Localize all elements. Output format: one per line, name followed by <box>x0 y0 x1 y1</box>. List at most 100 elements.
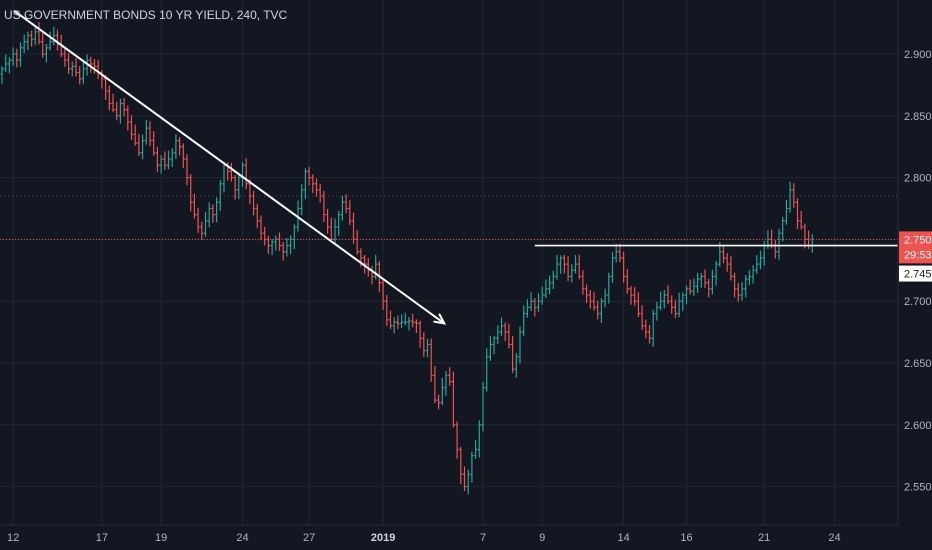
ohlc-bar <box>300 184 304 216</box>
x-tick-label: 21 <box>758 532 770 544</box>
ohlc-bar <box>11 47 15 66</box>
time-axis[interactable]: 12 17 19 24 27 2019 7 9 14 16 21 24 <box>0 524 898 544</box>
ohlc-bar <box>92 58 97 74</box>
ohlc-bar <box>673 299 677 319</box>
ohlc-bar <box>670 295 674 314</box>
ohlc-bar <box>396 315 400 330</box>
ohlc-bar <box>740 282 744 301</box>
ohlc-bar <box>459 447 463 485</box>
ohlc-bar <box>688 279 692 295</box>
ohlc-bar <box>133 124 137 146</box>
trendline <box>13 9 445 325</box>
ohlc-bar <box>581 270 585 295</box>
ohlc-bar <box>751 265 755 284</box>
ohlc-bar <box>15 48 19 68</box>
ohlc-bar <box>307 166 311 186</box>
grid-lines <box>0 0 898 525</box>
ohlc-bar <box>555 254 559 280</box>
ohlc-bar <box>403 312 407 326</box>
ohlc-bar <box>70 61 74 77</box>
ohlc-bar <box>518 326 522 364</box>
ohlc-bar <box>599 298 603 323</box>
y-tick-label: 2.800 <box>904 173 932 185</box>
price-bars <box>0 22 814 495</box>
ohlc-bar <box>30 30 34 47</box>
ohlc-bar <box>433 366 437 404</box>
y-tick-label: 2.900 <box>904 49 932 61</box>
ohlc-bar <box>437 394 441 410</box>
ohlc-bar <box>659 291 663 311</box>
x-tick-label: 27 <box>303 532 315 544</box>
ohlc-bar <box>692 278 696 296</box>
ohlc-bar <box>255 203 259 229</box>
ohlc-bar <box>721 244 726 264</box>
ohlc-bar <box>533 298 537 317</box>
ohlc-bar <box>640 305 644 330</box>
ohlc-bar <box>233 175 237 200</box>
ohlc-bar <box>655 302 659 321</box>
ohlc-bar <box>725 253 729 272</box>
ohlc-bar <box>703 269 707 289</box>
ohlc-bar <box>540 286 544 305</box>
ohlc-bar <box>22 34 26 54</box>
ohlc-bar <box>455 421 459 459</box>
ohlc-bar <box>326 208 330 234</box>
ohlc-bar <box>448 367 452 386</box>
ohlc-bar <box>677 292 681 318</box>
ohlc-bar <box>0 66 4 84</box>
ohlc-bar <box>747 270 751 285</box>
ohlc-bar <box>400 314 404 329</box>
ohlc-bar <box>681 292 685 312</box>
ohlc-bar <box>155 147 159 172</box>
ohlc-bar <box>777 228 781 260</box>
ohlc-bar <box>662 289 666 309</box>
ohlc-bar <box>470 451 474 483</box>
ohlc-bar <box>303 168 307 200</box>
y-tick-label: 2.550 <box>904 482 932 494</box>
ohlc-bar <box>792 183 796 208</box>
ohlc-bar <box>218 180 222 211</box>
ohlc-bar <box>422 332 426 357</box>
ohlc-bar <box>451 371 455 428</box>
ohlc-bar <box>651 309 655 347</box>
last-price-tag-bg <box>899 231 932 264</box>
ohlc-bar <box>152 131 156 156</box>
ohlc-bar <box>374 254 378 280</box>
ohlc-bar <box>511 335 515 373</box>
ohlc-bar <box>570 263 574 283</box>
ohlc-bar <box>614 243 618 263</box>
ohlc-bar <box>381 278 385 310</box>
ohlc-bar <box>337 211 341 236</box>
ohlc-bar <box>633 287 637 306</box>
ohlc-bar <box>603 288 607 308</box>
ohlc-bar <box>529 292 533 311</box>
ohlc-bar <box>248 179 252 205</box>
ohlc-bar <box>52 26 56 46</box>
ohlc-bar <box>411 313 415 328</box>
ohlc-bar <box>699 272 703 288</box>
ohlc-bar <box>107 85 111 111</box>
ohlc-bar <box>170 148 174 167</box>
level-price-tag: 2.745 <box>899 265 932 282</box>
ohlc-bar <box>781 216 785 242</box>
trendline-arrowhead <box>433 313 447 325</box>
y-tick-label: 2.850 <box>904 111 932 123</box>
ohlc-bar <box>474 440 478 459</box>
ohlc-bar <box>625 269 629 294</box>
x-tick-label: 19 <box>155 532 167 544</box>
x-tick-label: 17 <box>96 532 108 544</box>
ohlc-bar <box>647 324 652 344</box>
ohlc-bar <box>488 336 492 361</box>
ohlc-bar <box>322 191 326 222</box>
y-tick-label: 2.650 <box>904 358 932 370</box>
ohlc-bar <box>788 181 792 213</box>
ohlc-bar <box>181 143 185 169</box>
level-price-value: 2.745 <box>904 269 932 281</box>
ohlc-bar <box>758 250 763 270</box>
ohlc-bar <box>348 200 352 225</box>
ohlc-bar <box>244 158 248 190</box>
ohlc-bar <box>636 292 640 318</box>
ohlc-bar <box>159 154 163 174</box>
last-price-value: 2.750 <box>904 234 932 246</box>
